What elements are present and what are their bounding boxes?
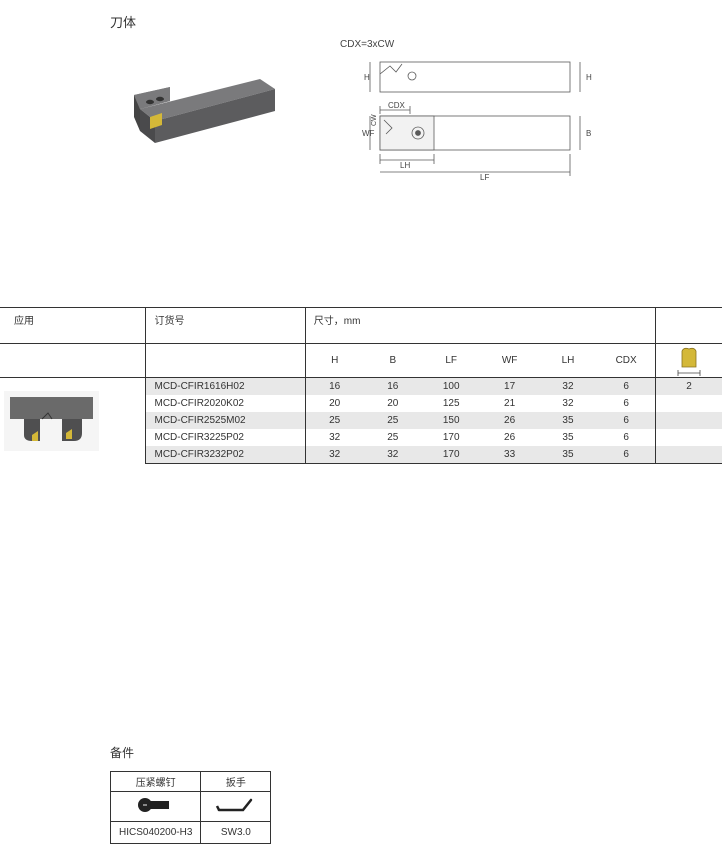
col-b: B: [364, 344, 422, 378]
cell: 170: [422, 429, 480, 446]
order-no: MCD-CFIR1616H02: [146, 378, 305, 396]
cell: 25: [305, 412, 363, 429]
cell: 32: [305, 446, 363, 464]
spare-col-wrench: 扳手: [201, 772, 271, 792]
application-icon: [4, 391, 99, 451]
cell: 32: [539, 378, 597, 396]
cell: 16: [305, 378, 363, 396]
cell: 2: [656, 378, 722, 396]
spare-title: 备件: [110, 744, 722, 761]
cell: 35: [539, 412, 597, 429]
hdr-app: 应用: [0, 308, 146, 344]
hdr-dim: 尺寸，mm: [305, 308, 655, 344]
order-no: MCD-CFIR3225P02: [146, 429, 305, 446]
label-cdx: CDX: [388, 101, 406, 110]
col-wf: WF: [480, 344, 538, 378]
label-b: B: [586, 129, 591, 138]
cell: 25: [364, 412, 422, 429]
spare-table: 压紧螺钉 扳手 HICS040200-H3 SW3.0: [110, 771, 271, 844]
order-no: MCD-CFIR2525M02: [146, 412, 305, 429]
wrench-icon: [201, 792, 271, 822]
tool-iso-view: [110, 39, 300, 159]
cell: 32: [364, 446, 422, 464]
dimension-table: 应用 订货号 尺寸，mm H B LF WF LH CDX: [0, 307, 722, 464]
insert-icon: [676, 347, 702, 373]
tool-tech-drawing: CDX=3xCW H H: [340, 39, 622, 187]
cell: 20: [364, 395, 422, 412]
label-lh: LH: [400, 161, 410, 170]
cell: 35: [539, 446, 597, 464]
order-no: MCD-CFIR3232P02: [146, 446, 305, 464]
cell: 125: [422, 395, 480, 412]
col-cdx: CDX: [597, 344, 655, 378]
cell: 33: [480, 446, 538, 464]
cell: 35: [539, 429, 597, 446]
label-lf: LF: [480, 173, 489, 182]
cell: 16: [364, 378, 422, 396]
cell: 26: [480, 412, 538, 429]
cell: 6: [597, 412, 655, 429]
hdr-insert: [656, 308, 722, 344]
cell: 32: [305, 429, 363, 446]
screw-icon: [111, 792, 201, 822]
col-lf: LF: [422, 344, 480, 378]
order-no: MCD-CFIR2020K02: [146, 395, 305, 412]
tool-body-title: 刀体: [110, 12, 622, 31]
table-row: MCD-CFIR1616H02 16 16 100 17 32 6 2: [0, 378, 722, 396]
cell: 100: [422, 378, 480, 396]
label-wf: WF: [362, 129, 375, 138]
col-lh: LH: [539, 344, 597, 378]
cell: 26: [480, 429, 538, 446]
cell: 32: [539, 395, 597, 412]
cell: 21: [480, 395, 538, 412]
cell: 170: [422, 446, 480, 464]
cdx-formula: CDX=3xCW: [340, 39, 622, 50]
hdr-order: 订货号: [146, 308, 305, 344]
spare-val-wrench: SW3.0: [201, 822, 271, 844]
label-h-right: H: [586, 73, 592, 82]
spare-val-screw: HICS040200-H3: [111, 822, 201, 844]
label-cw: CW: [371, 114, 378, 126]
cell: 6: [597, 395, 655, 412]
spare-col-screw: 压紧螺钉: [111, 772, 201, 792]
cell: 6: [597, 378, 655, 396]
cell: 20: [305, 395, 363, 412]
col-h: H: [305, 344, 363, 378]
label-h-top: H: [364, 73, 370, 82]
cell: 17: [480, 378, 538, 396]
cell: 6: [597, 446, 655, 464]
cell: 6: [597, 429, 655, 446]
cell: 150: [422, 412, 480, 429]
cell: 25: [364, 429, 422, 446]
